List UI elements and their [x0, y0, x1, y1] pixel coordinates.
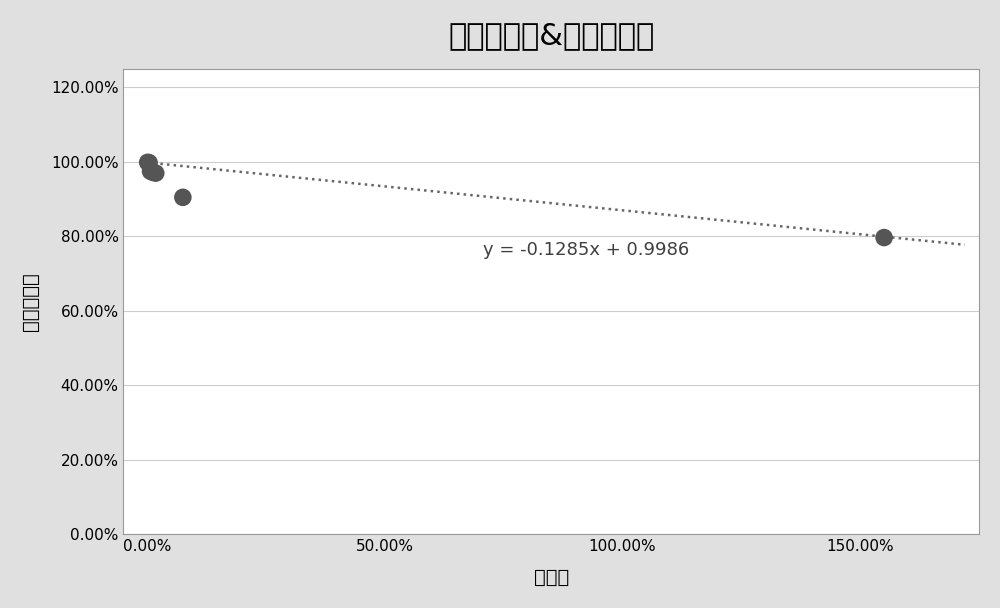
- Point: [175, 193, 191, 202]
- X-axis label: 膨胀度: 膨胀度: [534, 568, 569, 587]
- Point: [140, 157, 156, 167]
- Point: [145, 168, 161, 178]
- Title: 正极膨胀度&容量保持率: 正极膨胀度&容量保持率: [448, 21, 654, 50]
- Point: [148, 168, 164, 178]
- Text: y = -0.1285x + 0.9986: y = -0.1285x + 0.9986: [483, 241, 689, 259]
- Point: [876, 233, 892, 243]
- Point: [141, 158, 157, 168]
- Point: [143, 167, 159, 176]
- Y-axis label: 容量保持率: 容量保持率: [21, 272, 40, 331]
